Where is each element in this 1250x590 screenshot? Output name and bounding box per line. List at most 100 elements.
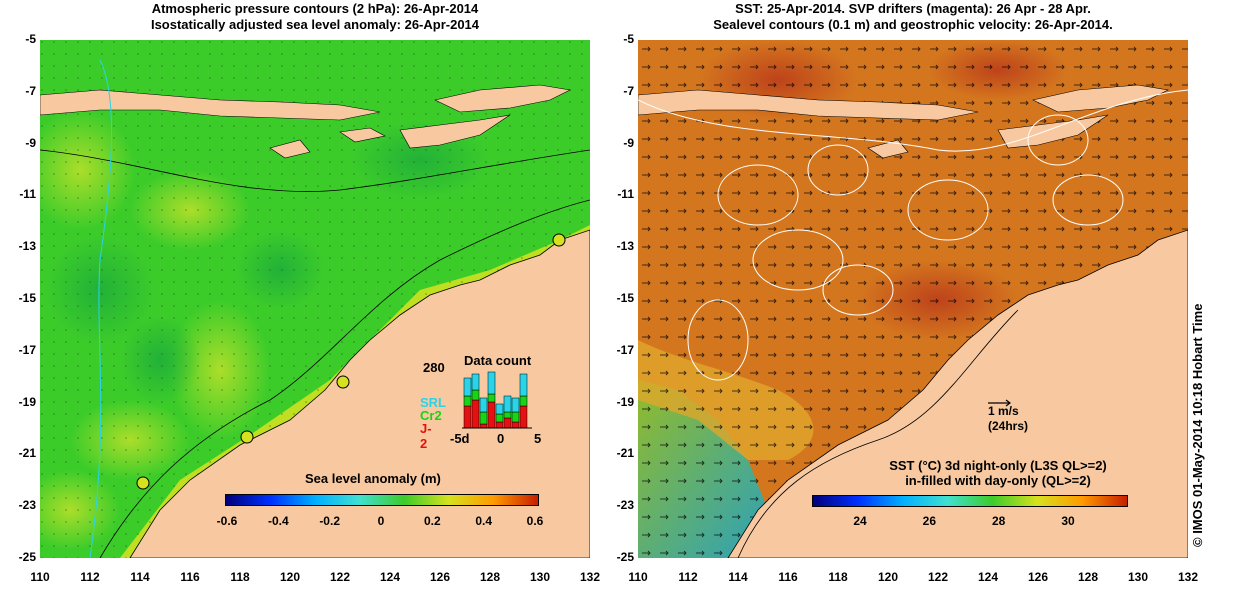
data-count-bar	[495, 421, 504, 429]
data-count-chart	[462, 371, 532, 429]
y-tick-label: -9	[623, 135, 634, 150]
data-count-bar	[463, 377, 472, 397]
y-tick-label: -19	[18, 394, 36, 409]
velocity-key-sublabel: (24hrs)	[988, 419, 1029, 433]
right-title-line2: Sealevel contours (0.1 m) and geostrophi…	[713, 17, 1113, 32]
x-tick-label: 116	[180, 570, 200, 584]
x-tick-label: 118	[230, 570, 250, 584]
y-tick-label: -5	[25, 32, 36, 46]
x-tick-label: 120	[279, 570, 301, 584]
data-count-bar	[511, 411, 520, 423]
x-tick-label: 132	[579, 570, 601, 584]
data-count-bar	[487, 401, 496, 429]
colorbar-tick-label: 26	[922, 514, 936, 528]
data-count-bar	[495, 403, 504, 415]
sea-level-anomaly-map: Data count 280 SRL Cr2 J-2 -5d 0 5 Sea lev…	[40, 40, 590, 558]
sla-colorbar-label: Sea level anomaly (m)	[305, 471, 441, 486]
x-tick-label: 120	[877, 570, 899, 584]
x-tick-label: 114	[130, 570, 150, 584]
x-tick-label: 128	[1077, 570, 1099, 584]
y-tick-label: -23	[616, 498, 634, 513]
y-tick-label: -9	[25, 135, 36, 150]
y-tick-label: -13	[616, 239, 634, 254]
y-tick-label: -7	[623, 83, 634, 98]
sst-land-australia	[727, 229, 1188, 558]
right-map-title: SST: 25-Apr-2014. SVP drifters (magenta)…	[638, 1, 1188, 33]
x-tick-label: 118	[828, 570, 848, 584]
x-tick-label: 116	[778, 570, 798, 584]
x-tick-label: 126	[429, 570, 451, 584]
data-count-bar	[519, 405, 528, 429]
sst-colorbar	[812, 495, 1128, 507]
satellite-legend-item: J-2	[420, 421, 432, 451]
data-count-bar	[511, 397, 520, 413]
colorbar-tick-label: 0.4	[475, 514, 492, 528]
sst-map-graphic	[638, 40, 1188, 558]
y-tick-label: -15	[616, 291, 634, 305]
satellite-legend-item: SRL	[420, 395, 446, 410]
y-tick-label: -7	[25, 83, 36, 98]
colorbar-tick-label: 30	[1061, 514, 1075, 528]
x-tick-label: 126	[1027, 570, 1049, 584]
y-tick-label: -15	[18, 291, 36, 305]
y-tick-label: -17	[18, 342, 36, 357]
data-count-bar	[463, 405, 472, 429]
data-count-bar	[495, 413, 504, 423]
x-tick-label: 110	[628, 570, 648, 584]
data-count-bar	[479, 423, 488, 429]
data-count-xtick-0: 0	[497, 431, 505, 446]
data-count-bar	[471, 399, 480, 429]
y-tick-label: -19	[616, 394, 634, 409]
data-count-bar	[487, 371, 496, 395]
satellite-legend-item: Cr2	[420, 408, 442, 423]
data-count-bar	[503, 417, 512, 429]
colorbar-tick-label: 0.6	[526, 514, 544, 528]
data-count-title: Data count	[464, 353, 532, 368]
sst-colorbar-label-line2: in-filled with day-only (QL>=2)	[905, 473, 1091, 488]
data-count-bar	[503, 411, 512, 419]
data-count-bar	[519, 395, 528, 407]
colorbar-tick-label: -0.6	[216, 514, 238, 528]
velocity-key-label: 1 m/s	[988, 404, 1019, 418]
colorbar-tick-label: 0	[377, 514, 385, 528]
y-tick-label: -25	[616, 550, 634, 564]
x-tick-label: 122	[927, 570, 949, 584]
y-tick-label: -11	[617, 187, 634, 202]
data-count-bar	[471, 389, 480, 401]
data-count-xtick-5: 5	[534, 431, 542, 446]
x-tick-label: 114	[728, 570, 748, 584]
y-tick-label: -13	[18, 239, 36, 254]
x-tick-label: 122	[329, 570, 351, 584]
x-tick-label: 112	[80, 570, 100, 584]
data-count-bar	[503, 395, 512, 413]
x-tick-label: 112	[678, 570, 698, 584]
data-count-xtick-neg5: -5d	[450, 431, 470, 446]
sla-colorbar	[225, 494, 539, 506]
y-tick-label: -23	[18, 498, 36, 513]
sst-land-java-bali	[638, 89, 979, 121]
y-tick-label: -21	[18, 446, 36, 461]
y-tick-label: -5	[623, 32, 634, 46]
data-count-bar	[479, 397, 488, 413]
colorbar-tick-label: 24	[853, 514, 867, 528]
colorbar-tick-label: 0.2	[423, 514, 441, 528]
x-tick-label: 130	[1127, 570, 1149, 584]
sst-colorbar-label-line1: SST (°C) 3d night-only (L3S QL>=2)	[889, 458, 1107, 473]
right-title-line1: SST: 25-Apr-2014. SVP drifters (magenta)…	[735, 1, 1091, 16]
colorbar-tick-label: -0.2	[319, 514, 340, 528]
x-tick-label: 124	[379, 570, 401, 584]
data-count-bar	[479, 411, 488, 425]
y-tick-label: -25	[18, 550, 36, 564]
x-tick-label: 110	[30, 570, 50, 584]
data-count-bar	[463, 395, 472, 407]
y-tick-label: -11	[19, 187, 36, 202]
sla-land-java-bali	[40, 89, 381, 121]
left-map-title: Atmospheric pressure contours (2 hPa): 2…	[40, 1, 590, 33]
imos-credit: © IMOS 01-May-2014 10:18 Hobart Time	[1190, 303, 1205, 547]
x-tick-label: 130	[529, 570, 551, 584]
sst-map: 1 m/s (24hrs) SST (°C) 3d night-only (L3…	[638, 40, 1188, 558]
sla-map-graphic	[40, 40, 590, 558]
x-tick-label: 124	[977, 570, 999, 584]
left-title-line1: Atmospheric pressure contours (2 hPa): 2…	[151, 1, 479, 16]
data-count-bar	[487, 393, 496, 403]
